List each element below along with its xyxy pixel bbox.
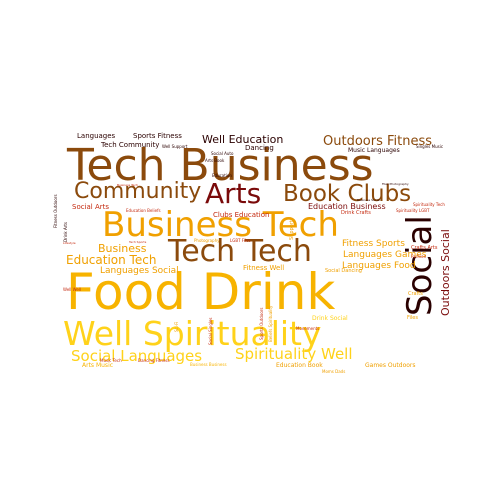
word-community: Community xyxy=(74,179,201,204)
word-business-social: Business Social xyxy=(357,198,380,202)
word-social-auto: Social Auto xyxy=(211,151,234,156)
word-tech-sports: Tech Sports xyxy=(128,240,147,244)
word-business: Business xyxy=(98,242,147,255)
word-well-education: Well Education xyxy=(202,133,283,146)
word-well-well: Well Well xyxy=(63,287,81,292)
word-music-languages: Music Languages xyxy=(348,147,400,154)
word-tech-community: Tech Community xyxy=(100,141,159,149)
word-tech-tech: Tech Tech xyxy=(167,234,312,269)
word-lifestyle: Lifestyle xyxy=(63,241,76,245)
word-languages-games: Languages Games xyxy=(343,250,427,260)
word-files: Files xyxy=(407,315,418,321)
word-fitness-sports: Fitness Sports xyxy=(342,239,405,249)
word-crafts: Crafts xyxy=(408,291,423,297)
word-sports-fitness: Sports Fitness xyxy=(133,132,182,140)
word-education: Education xyxy=(212,173,232,178)
word-spirituality-tech: Spirituality Tech xyxy=(413,202,445,207)
word-moms-dads: Moms Dads xyxy=(322,369,345,374)
word-singles-music: Singles Music xyxy=(416,144,443,149)
word-education-book: Education Book xyxy=(276,362,323,369)
word-social-arts: Social Arts xyxy=(72,203,109,211)
word-dancing: Dancing xyxy=(245,144,274,152)
word-photography: Photography xyxy=(194,238,220,243)
word-social-dancing: Social Dancing xyxy=(325,268,362,274)
word-drink-social: Drink Social xyxy=(312,315,348,322)
word-tech-business: Tech Business xyxy=(66,140,374,191)
word-music-tech: Music Tech xyxy=(100,358,122,363)
word-games-outdoors: Games Outdoors xyxy=(365,362,416,369)
word-fashion: Fashion xyxy=(411,254,427,259)
word-arts: Arts xyxy=(205,177,261,210)
word-business-business: Business Business xyxy=(190,362,227,367)
word-outdoors-social: Outdoors Social xyxy=(439,229,452,316)
word-education-beliefs: Education Beliefs xyxy=(126,208,161,213)
word-files-photography: Files Photography xyxy=(382,182,409,186)
word-clubs-education: Clubs Education xyxy=(213,211,269,219)
word-crafts-arts: Crafts Arts xyxy=(411,245,438,251)
word-group: Food Drink Tech Business Well Spirituali… xyxy=(53,132,452,374)
word-book-clubs: Book Clubs xyxy=(283,181,411,207)
word-lgbt-files: LGBT Files xyxy=(230,238,251,243)
word-languages-food: Languages Food xyxy=(342,261,416,271)
word-education-business: Education Business xyxy=(308,202,386,211)
word-education-tech: Education Tech xyxy=(66,253,156,267)
word-social-languages: Social Languages xyxy=(71,347,202,365)
word-fitness-well: Fitness Well xyxy=(243,264,284,272)
word-business-tech: Business Tech xyxy=(102,205,339,245)
word-business-tech-small: Business Tech xyxy=(117,183,138,187)
word-well-spirituality: Well Spirituality xyxy=(63,314,322,353)
word-social-singles: Social Singles xyxy=(208,317,213,345)
word-languages: Languages xyxy=(77,132,116,140)
word-support: Support xyxy=(289,220,295,240)
word-sci-fi: Sci-Fi xyxy=(174,322,179,332)
word-beliefs-spirituality: Beliefs Spirituality xyxy=(268,305,273,342)
word-sports-outdoors: Sports Outdoors xyxy=(259,307,264,340)
word-drink-crafts: Drink Crafts xyxy=(341,210,371,216)
word-outdoors-fitness: Outdoors Fitness xyxy=(323,134,432,149)
word-social-vertical: Social xyxy=(400,215,440,316)
word-movements: Movements xyxy=(296,326,319,331)
word-arts-music: Arts Music xyxy=(82,362,113,369)
word-dancing-fitness: Dancing Fitness xyxy=(138,358,170,363)
word-fitness-outdoors: Fitness Outdoors xyxy=(53,194,58,228)
word-drink-arts: Drink Arts xyxy=(63,222,68,242)
word-spirituality-lgbt: Spirituality LGBT xyxy=(396,208,430,213)
word-well-support: Well Support xyxy=(162,144,188,149)
word-arts-book: Arts Book xyxy=(205,158,225,163)
word-languages-social: Languages Social xyxy=(100,266,179,276)
word-spirituality-well: Spirituality Well xyxy=(235,345,353,363)
word-food-drink: Food Drink xyxy=(66,263,335,321)
